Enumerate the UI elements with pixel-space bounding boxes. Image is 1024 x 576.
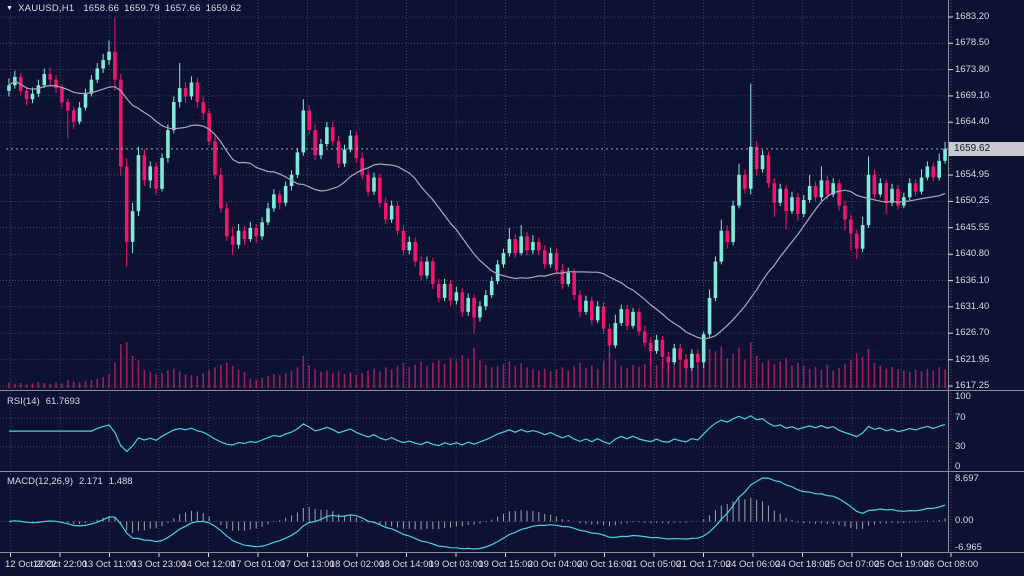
time-label: 13 Oct 11:00 (82, 559, 137, 570)
time-label: 21 Oct 05:00 (626, 559, 682, 570)
time-label: 24 Oct 06:00 (725, 559, 781, 570)
price-tick-label: 1669.10 (955, 89, 990, 101)
macd-axis-label: -6.965 (955, 542, 982, 553)
macd-axis-label: 0.00 (955, 515, 974, 526)
macd-value-main: 2.171 (79, 476, 103, 487)
current-price-box: 1659.62 (949, 142, 1024, 156)
symbol-timeframe-label: XAUUSD,H1 (18, 3, 75, 14)
time-label: 24 Oct 18:00 (775, 559, 830, 570)
time-label: 26 Oct 08:00 (923, 559, 979, 570)
rsi-level-label: 30 (955, 440, 966, 452)
macd-value-signal: 1.488 (108, 476, 133, 487)
time-label: 20 Oct 04:00 (527, 559, 583, 570)
chart-ohlc-header: ▼ XAUUSD,H1 1658.66 1659.79 1657.66 1659.62 (6, 4, 246, 14)
macd-indicator-label: MACD(12,26,9) 2.171 1.488 (7, 477, 139, 487)
time-label: 13 Oct 23:00 (131, 559, 187, 570)
ohlc-close: 1659.62 (205, 3, 242, 14)
price-tick-label: 1636.10 (955, 274, 990, 286)
ohlc-high: 1659.79 (124, 3, 160, 14)
rsi-indicator-label: RSI(14) 61.7693 (7, 397, 86, 407)
ohlc-open: 1658.66 (83, 3, 120, 14)
macd-name: MACD(12,26,9) (7, 476, 73, 487)
price-tick-label: 1678.50 (955, 37, 990, 49)
rsi-value: 61.7693 (45, 396, 81, 407)
symbol-dropdown-icon[interactable]: ▼ (6, 5, 14, 12)
time-label: 19 Oct 15:00 (478, 559, 533, 570)
price-tick-label: 1645.55 (955, 221, 990, 233)
rsi-level-label: 100 (955, 390, 971, 402)
time-label: 18 Oct 02:00 (329, 559, 385, 570)
time-label: 25 Oct 07:00 (824, 559, 880, 570)
price-tick-label: 1617.25 (955, 380, 990, 392)
price-tick-label: 1626.70 (955, 327, 990, 339)
macd-axis-label: 8.697 (955, 473, 979, 484)
time-label: 21 Oct 17:00 (676, 559, 731, 570)
time-label: 25 Oct 19:00 (874, 559, 929, 570)
time-label: 20 Oct 16:00 (577, 559, 632, 570)
price-tick-label: 1631.40 (955, 300, 990, 312)
time-label: 19 Oct 03:00 (428, 559, 484, 570)
time-label: 17 Oct 13:00 (280, 559, 335, 570)
price-tick-label: 1654.95 (955, 169, 990, 181)
time-label: 17 Oct 01:00 (230, 559, 286, 570)
time-label: 12 Oct 2022 (5, 559, 57, 570)
price-tick-label: 1664.40 (955, 116, 990, 128)
price-tick-label: 1650.25 (955, 195, 990, 207)
price-tick-label: 1621.95 (955, 353, 990, 365)
ohlc-low: 1657.66 (164, 3, 201, 14)
rsi-level-label: 0 (955, 461, 961, 472)
current-price-value: 1659.62 (954, 143, 991, 154)
rsi-name: RSI(14) (7, 396, 40, 407)
price-tick-label: 1640.80 (955, 248, 990, 260)
time-label: 14 Oct 12:00 (181, 559, 236, 570)
price-tick-label: 1683.20 (955, 11, 990, 22)
time-label: 12 Oct 22:00 (32, 559, 88, 570)
time-label: 18 Oct 14:00 (379, 559, 434, 570)
rsi-level-label: 70 (955, 412, 966, 424)
price-tick-label: 1673.80 (955, 63, 990, 75)
